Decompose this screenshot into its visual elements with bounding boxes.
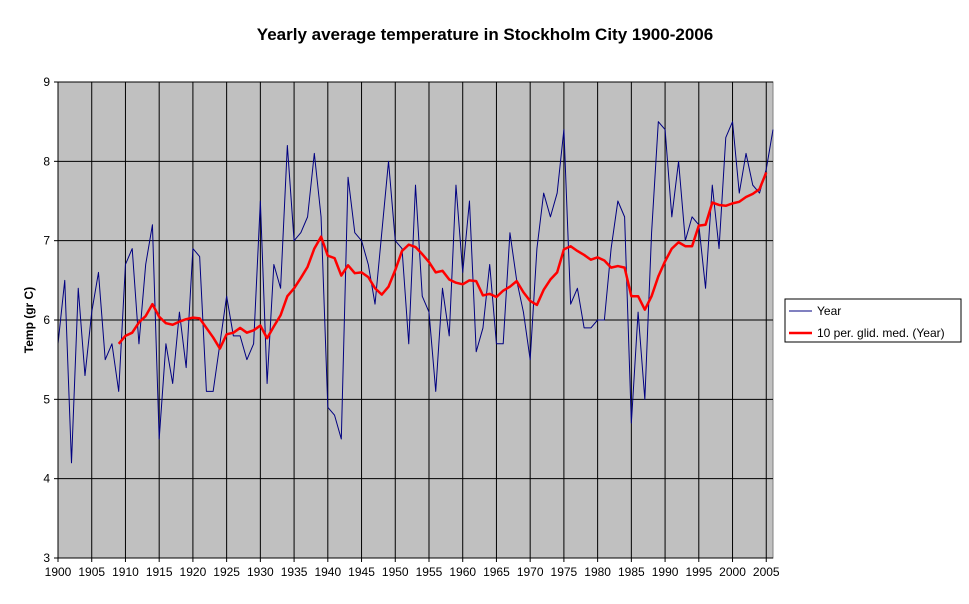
x-tick-label-1925: 1925 (213, 565, 240, 579)
x-tick-labels: 1900 1905 1910 1915 1920 1925 1930 1935 1940 1945… (45, 565, 780, 579)
x-tick-label-1935: 1935 (281, 565, 308, 579)
x-tick-label-1955: 1955 (416, 565, 443, 579)
x-tick-label-1900: 1900 (45, 565, 72, 579)
y-tick-labels: 3 4 5 6 7 8 9 (43, 75, 50, 565)
x-tick-label-1980: 1980 (584, 565, 611, 579)
legend-label-year: Year (817, 304, 841, 318)
x-tick-label-1910: 1910 (112, 565, 139, 579)
x-tick-label-1945: 1945 (348, 565, 375, 579)
x-tick-label-2005: 2005 (753, 565, 780, 579)
y-tick-label-8: 8 (43, 154, 50, 168)
x-tick-label-2000: 2000 (719, 565, 746, 579)
y-tick-label-7: 7 (43, 234, 50, 248)
x-tick-label-1930: 1930 (247, 565, 274, 579)
y-tick-label-5: 5 (43, 392, 50, 406)
y-tick-label-9: 9 (43, 75, 50, 89)
y-tick-label-4: 4 (43, 472, 50, 486)
x-tick-label-1960: 1960 (449, 565, 476, 579)
x-tick-label-1920: 1920 (180, 565, 207, 579)
x-tick-label-1985: 1985 (618, 565, 645, 579)
legend-label-moving-average: 10 per. glid. med. (Year) (817, 326, 945, 340)
x-tick-label-1995: 1995 (685, 565, 712, 579)
x-tick-label-1990: 1990 (652, 565, 679, 579)
x-tick-label-1915: 1915 (146, 565, 173, 579)
x-tick-label-1970: 1970 (517, 565, 544, 579)
x-tick-label-1950: 1950 (382, 565, 409, 579)
y-axis-label: Temp (gr C) (22, 287, 36, 353)
legend: Year 10 per. glid. med. (Year) (785, 299, 961, 342)
y-tick-label-3: 3 (43, 551, 50, 565)
y-axis-label-group: Temp (gr C) (22, 287, 36, 353)
x-tick-label-1940: 1940 (314, 565, 341, 579)
x-tick-label-1905: 1905 (78, 565, 105, 579)
chart-title: Yearly average temperature in Stockholm … (257, 25, 713, 44)
y-tick-label-6: 6 (43, 313, 50, 327)
x-tick-label-1965: 1965 (483, 565, 510, 579)
x-tick-label-1975: 1975 (551, 565, 578, 579)
